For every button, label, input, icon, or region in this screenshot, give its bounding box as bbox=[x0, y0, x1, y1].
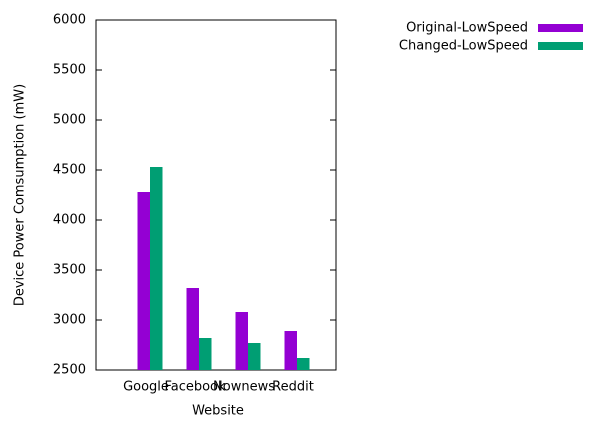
bar bbox=[297, 358, 310, 370]
y-tick-label: 3000 bbox=[53, 313, 86, 328]
legend-label: Original-LowSpeed bbox=[406, 21, 528, 36]
legend-swatch bbox=[538, 42, 583, 50]
x-tick-label: Facebook bbox=[164, 380, 226, 395]
bar bbox=[235, 312, 248, 370]
bar bbox=[137, 192, 150, 370]
x-tick-label: Google bbox=[123, 380, 169, 395]
y-tick-label: 5000 bbox=[53, 113, 86, 128]
bar bbox=[186, 288, 199, 370]
y-tick-label: 4000 bbox=[53, 213, 86, 228]
y-tick-label: 2500 bbox=[53, 363, 86, 378]
y-axis-label: Device Power Comsumption (mW) bbox=[13, 84, 28, 306]
legend-label: Changed-LowSpeed bbox=[399, 39, 528, 54]
y-tick-label: 3500 bbox=[53, 263, 86, 278]
x-axis-label: Website bbox=[192, 404, 244, 419]
bar bbox=[284, 331, 297, 370]
bar bbox=[248, 343, 261, 370]
y-tick-label: 5500 bbox=[53, 63, 86, 78]
bar bbox=[150, 167, 163, 370]
y-tick-label: 4500 bbox=[53, 163, 86, 178]
x-tick-label: Reddit bbox=[272, 380, 314, 395]
x-tick-label: Nownews bbox=[213, 380, 275, 395]
bar bbox=[199, 338, 212, 370]
plot-frame bbox=[95, 19, 337, 371]
legend-swatch bbox=[538, 24, 583, 32]
y-tick-label: 6000 bbox=[53, 13, 86, 28]
